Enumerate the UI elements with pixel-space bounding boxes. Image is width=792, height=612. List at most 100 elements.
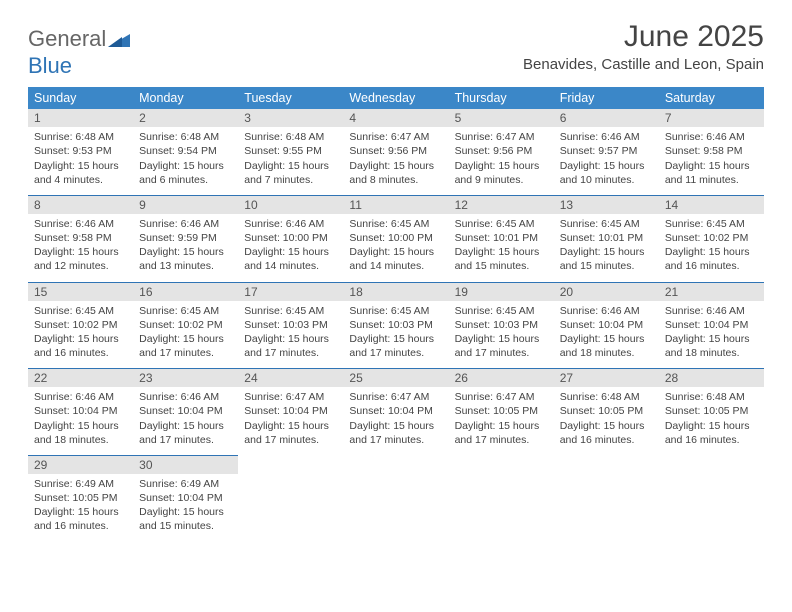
day-number: 28	[659, 369, 764, 388]
day-number: 11	[343, 195, 448, 214]
day-detail: Sunrise: 6:47 AMSunset: 10:04 PMDaylight…	[343, 387, 448, 455]
sunrise-text: Sunrise: 6:49 AM	[34, 478, 114, 490]
sunrise-text: Sunrise: 6:48 AM	[665, 391, 745, 403]
sunset-text: Sunset: 9:58 PM	[665, 145, 743, 157]
daylight-text-1: Daylight: 15 hours	[665, 333, 750, 345]
day-detail: Sunrise: 6:47 AMSunset: 9:56 PMDaylight:…	[343, 127, 448, 195]
day-number: 5	[449, 109, 554, 127]
sunset-text: Sunset: 10:05 PM	[665, 405, 748, 417]
daylight-text-1: Daylight: 15 hours	[665, 420, 750, 432]
daylight-text-1: Daylight: 15 hours	[139, 246, 224, 258]
logo-triangle-icon	[108, 27, 130, 53]
day-detail: Sunrise: 6:45 AMSunset: 10:00 PMDaylight…	[343, 214, 448, 282]
daylight-text-1: Daylight: 15 hours	[34, 506, 119, 518]
sunrise-text: Sunrise: 6:47 AM	[244, 391, 324, 403]
day-number: 9	[133, 195, 238, 214]
day-number: 24	[238, 369, 343, 388]
daylight-text-2: and 16 minutes.	[665, 260, 740, 272]
sunset-text: Sunset: 10:04 PM	[139, 492, 222, 504]
day-number	[238, 455, 343, 474]
dayname-wed: Wednesday	[343, 87, 448, 109]
daylight-text-1: Daylight: 15 hours	[349, 333, 434, 345]
day-number: 10	[238, 195, 343, 214]
day-number: 23	[133, 369, 238, 388]
dayname-tue: Tuesday	[238, 87, 343, 109]
day-number: 16	[133, 282, 238, 301]
day-number: 7	[659, 109, 764, 127]
day-number: 25	[343, 369, 448, 388]
calendar-table: Sunday Monday Tuesday Wednesday Thursday…	[28, 87, 764, 541]
sunrise-text: Sunrise: 6:46 AM	[139, 218, 219, 230]
day-number	[659, 455, 764, 474]
day-detail: Sunrise: 6:45 AMSunset: 10:02 PMDaylight…	[659, 214, 764, 282]
day-detail: Sunrise: 6:46 AMSunset: 9:58 PMDaylight:…	[659, 127, 764, 195]
daylight-text-2: and 15 minutes.	[560, 260, 635, 272]
daylight-text-1: Daylight: 15 hours	[455, 420, 540, 432]
dayname-sun: Sunday	[28, 87, 133, 109]
dayname-thu: Thursday	[449, 87, 554, 109]
logo: General Blue	[28, 26, 130, 79]
day-detail: Sunrise: 6:46 AM Sunset: 9:59 PM Daylight:…	[133, 214, 238, 282]
sunset-text: Sunset: 10:05 PM	[455, 405, 538, 417]
sunrise-text: Sunrise: 6:45 AM	[244, 305, 324, 317]
sunset-text: Sunset: 10:05 PM	[560, 405, 643, 417]
daylight-text-1: Daylight: 15 hours	[349, 420, 434, 432]
sunset-text: Sunset: 10:04 PM	[349, 405, 432, 417]
sunrise-text: Sunrise: 6:46 AM	[560, 305, 640, 317]
daylight-text-1: Daylight: 15 hours	[665, 160, 750, 172]
sunrise-text: Sunrise: 6:45 AM	[349, 218, 429, 230]
sunset-text: Sunset: 10:02 PM	[665, 232, 748, 244]
day-number: 13	[554, 195, 659, 214]
detail-row: Sunrise: 6:45 AM Sunset: 10:02 PM Daylight…	[28, 301, 764, 369]
day-number	[449, 455, 554, 474]
daylight-text-2: and 6 minutes.	[139, 174, 208, 186]
logo-text-1: General	[28, 26, 106, 51]
day-number: 12	[449, 195, 554, 214]
day-detail: Sunrise: 6:48 AM Sunset: 10:05 PM Daylight…	[659, 387, 764, 455]
daylight-text-2: and 7 minutes.	[244, 174, 313, 186]
daylight-text-1: Daylight: 15 hours	[455, 246, 540, 258]
sunset-text: Sunset: 9:55 PM	[244, 145, 322, 157]
daylight-text-1: Daylight: 15 hours	[560, 246, 645, 258]
day-number: 21	[659, 282, 764, 301]
day-number: 14	[659, 195, 764, 214]
sunrise-text: Sunrise: 6:46 AM	[665, 305, 745, 317]
day-detail: Sunrise: 6:49 AMSunset: 10:05 PMDaylight…	[28, 474, 133, 542]
day-number: 26	[449, 369, 554, 388]
detail-row: Sunrise: 6:49 AMSunset: 10:05 PMDaylight…	[28, 474, 764, 542]
daynum-row: 2930	[28, 455, 764, 474]
day-number: 1	[28, 109, 133, 127]
daylight-text-2: and 8 minutes.	[349, 174, 418, 186]
daylight-text-2: and 16 minutes.	[34, 347, 109, 359]
daylight-text-1: Daylight: 15 hours	[244, 246, 329, 258]
detail-row: Sunrise: 6:48 AM Sunset: 9:53 PM Daylight:…	[28, 127, 764, 195]
daylight-text-2: and 17 minutes.	[139, 434, 214, 446]
sunset-text: Sunset: 10:02 PM	[139, 319, 222, 331]
day-number: 6	[554, 109, 659, 127]
sunset-text: Sunset: 9:56 PM	[349, 145, 427, 157]
day-number: 2	[133, 109, 238, 127]
daylight-text-1: Daylight: 15 hours	[139, 160, 224, 172]
day-detail	[238, 474, 343, 542]
sunset-text: Sunset: 9:57 PM	[560, 145, 638, 157]
daylight-text-2: and 16 minutes.	[560, 434, 635, 446]
sunset-text: Sunset: 9:59 PM	[139, 232, 217, 244]
daylight-text-1: Daylight: 15 hours	[244, 160, 329, 172]
day-detail	[449, 474, 554, 542]
daylight-text-2: and 14 minutes.	[244, 260, 319, 272]
daylight-text-2: and 12 minutes.	[34, 260, 109, 272]
day-detail	[554, 474, 659, 542]
sunset-text: Sunset: 9:53 PM	[34, 145, 112, 157]
day-number: 29	[28, 455, 133, 474]
sunset-text: Sunset: 9:54 PM	[139, 145, 217, 157]
daylight-text-2: and 17 minutes.	[455, 347, 530, 359]
dayname-mon: Monday	[133, 87, 238, 109]
sunrise-text: Sunrise: 6:48 AM	[139, 131, 219, 143]
dayname-sat: Saturday	[659, 87, 764, 109]
day-detail: Sunrise: 6:47 AMSunset: 10:05 PMDaylight…	[449, 387, 554, 455]
sunrise-text: Sunrise: 6:47 AM	[349, 131, 429, 143]
daylight-text-2: and 17 minutes.	[349, 347, 424, 359]
sunset-text: Sunset: 10:02 PM	[34, 319, 117, 331]
sunrise-text: Sunrise: 6:46 AM	[560, 131, 640, 143]
sunset-text: Sunset: 10:03 PM	[455, 319, 538, 331]
